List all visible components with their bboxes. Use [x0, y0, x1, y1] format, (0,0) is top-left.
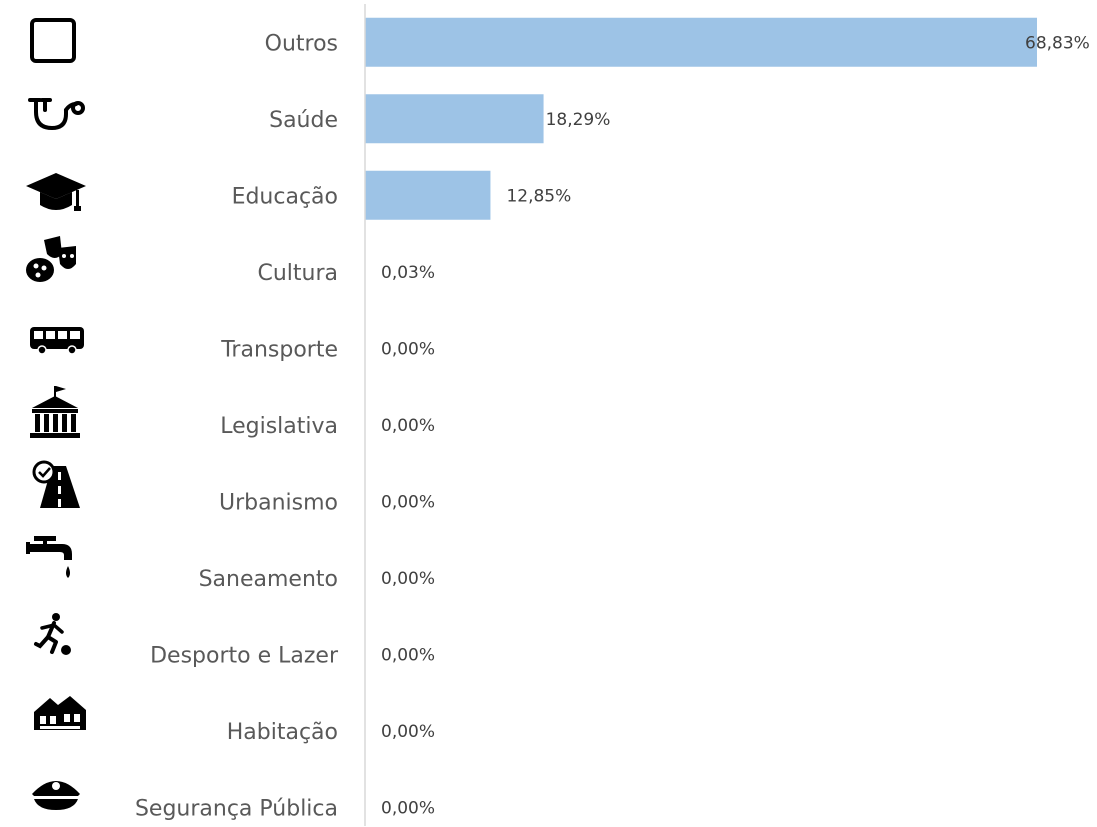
category-label: Cultura	[257, 261, 338, 286]
bar	[365, 94, 544, 144]
water-tap-icon	[26, 536, 72, 578]
stethoscope-icon	[28, 98, 85, 131]
category-label: Habitação	[227, 720, 338, 745]
category-label: Saneamento	[199, 567, 338, 592]
value-labels: 68,83% 18,29% 12,85% 0,03% 0,00% 0,00% 0,00% 0,…	[381, 33, 1090, 818]
category-label: Segurança Pública	[135, 796, 338, 821]
icon-column	[26, 18, 86, 810]
bars	[365, 17, 1037, 297]
data-label: 68,83%	[1025, 33, 1090, 53]
data-label: 0,00%	[381, 798, 435, 818]
police-cap-icon	[32, 781, 80, 810]
data-label: 0,00%	[381, 339, 435, 359]
data-label: 0,00%	[381, 569, 435, 589]
data-label: 0,00%	[381, 492, 435, 512]
bar	[365, 170, 491, 220]
square-outline-icon	[30, 18, 76, 63]
data-label: 0,00%	[381, 722, 435, 742]
data-label: 0,00%	[381, 645, 435, 665]
category-label: Desporto e Lazer	[150, 643, 339, 668]
category-labels: Outros Saúde Educação Cultura Transporte Legi…	[135, 31, 339, 821]
running-soccer-icon	[34, 613, 71, 655]
bar	[365, 17, 1037, 67]
data-label: 18,29%	[546, 110, 611, 130]
graduation-cap-icon	[26, 173, 86, 211]
category-label: Educação	[232, 184, 338, 209]
category-label: Saúde	[269, 108, 338, 133]
road-checkmark-icon	[32, 460, 80, 508]
category-label: Urbanismo	[219, 490, 338, 515]
government-building-icon	[30, 386, 80, 438]
theater-masks-palette-icon	[26, 236, 76, 282]
category-label: Transporte	[220, 337, 338, 362]
data-label: 0,03%	[381, 263, 435, 283]
category-label: Outros	[265, 31, 338, 56]
data-label: 12,85%	[506, 186, 571, 206]
houses-icon	[34, 696, 86, 730]
category-label: Legislativa	[220, 414, 338, 439]
data-label: 0,00%	[381, 416, 435, 436]
bus-icon	[30, 327, 84, 355]
